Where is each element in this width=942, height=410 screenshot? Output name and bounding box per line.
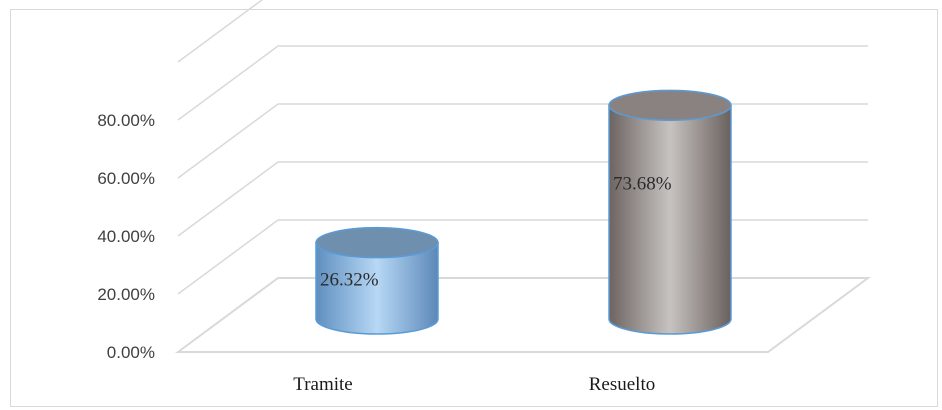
bar-tramite: 26.32% (315, 226, 439, 335)
bar-resuelto: 73.68% (608, 89, 732, 335)
y-tick-label: 40.00% (97, 227, 155, 246)
y-tick-label: 60.00% (97, 169, 155, 188)
gridlines (174, 0, 872, 353)
bar-top (608, 89, 732, 122)
category-label: Tramite (293, 374, 352, 395)
data-label: 26.32% (320, 270, 379, 291)
bar-body (608, 104, 732, 335)
gridline-side (177, 103, 279, 179)
data-label: 73.68% (613, 173, 672, 194)
y-tick-label: 20.00% (97, 285, 155, 304)
floor (174, 277, 872, 353)
bar-top (315, 226, 439, 259)
category-labels: Tramite Resuelto (293, 374, 655, 395)
gridline-side (177, 161, 279, 237)
category-label: Resuelto (589, 374, 656, 395)
gridline-side (177, 0, 264, 63)
y-axis-tick-labels: 0.00% 20.00% 40.00% 60.00% 80.00% (97, 111, 155, 362)
bar-body (315, 241, 439, 335)
bars: 26.32% 73.68% (315, 89, 732, 335)
y-tick-label: 80.00% (97, 111, 155, 130)
y-tick-label: 0.00% (107, 343, 155, 362)
gridline-side (177, 219, 279, 295)
gridline-side (177, 45, 279, 121)
